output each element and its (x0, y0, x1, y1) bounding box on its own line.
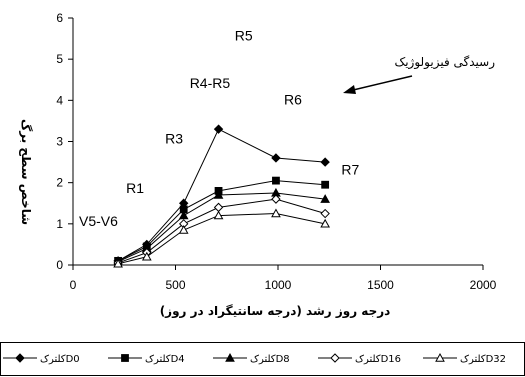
y-tick-label: 1 (56, 217, 63, 231)
data-point (271, 194, 281, 204)
data-point (213, 189, 224, 199)
legend-item: کلترک‌D0 (3, 353, 80, 365)
data-point (330, 353, 340, 363)
maturity-arrow-shaft (348, 75, 413, 92)
axes (68, 17, 484, 270)
y-tick-label: 4 (56, 93, 63, 107)
x-tick-label: 1000 (265, 278, 292, 292)
stage-label: R4-R5 (190, 75, 231, 91)
data-point (141, 251, 152, 261)
y-tick-label: 5 (56, 52, 63, 66)
stage-annotations: V5-V6 R1 R3 R4-R5 R5 R6 R7 (79, 28, 360, 229)
legend-item: کلترک‌D16 (318, 353, 401, 365)
data-point (213, 210, 224, 220)
stage-label: R7 (341, 161, 359, 177)
y-axis-title: شاخص سطح برگ (19, 119, 34, 225)
stage-label: V5-V6 (79, 213, 118, 229)
data-point (225, 352, 235, 362)
data-point (15, 353, 25, 363)
legend-label: کلترک‌D8 (250, 354, 290, 365)
series-line (117, 180, 326, 262)
x-tick-label: 0 (70, 278, 77, 292)
legend-item: کلترک‌D4 (108, 354, 185, 365)
x-tick-label: 500 (165, 278, 185, 292)
x-tick-label: 1500 (367, 278, 394, 292)
series-group (113, 124, 330, 268)
series-line (117, 128, 326, 262)
x-axis-title: درجه روز رشد (درجه سانتیگراد در روز) (160, 304, 391, 319)
legend-label: کلترک‌D4 (145, 354, 185, 365)
legend: کلترک‌D0 کلترک‌D4 کلترک‌D8 کلترک‌D16 کلترک‌D… (3, 352, 506, 365)
legend-label: کلترک‌D0 (40, 354, 80, 365)
physiological-maturity-label: رسیدگی فیزیولوژیک (394, 55, 495, 70)
y-tick-label: 6 (56, 11, 63, 25)
data-point (435, 352, 445, 362)
y-tick-label: 0 (56, 258, 63, 272)
data-point (178, 210, 189, 220)
data-point (272, 176, 280, 185)
data-point (320, 194, 330, 203)
series-line (117, 192, 326, 263)
stage-label: R5 (235, 28, 253, 44)
physiological-maturity-callout: رسیدگی فیزیولوژیک (343, 55, 495, 94)
legend-item: کلترک‌D8 (213, 352, 290, 365)
y-tick-label: 3 (56, 135, 63, 149)
data-point (271, 153, 281, 163)
series-5 (113, 208, 330, 268)
stage-label: R6 (284, 91, 302, 107)
data-point (113, 258, 123, 268)
stage-label: R1 (126, 180, 144, 196)
data-point (321, 180, 330, 189)
legend-item: کلترک‌D32 (423, 352, 506, 365)
data-point (178, 224, 189, 234)
stage-label: R3 (165, 131, 183, 147)
x-tick-labels: 0 500 1000 1500 2000 (70, 278, 497, 292)
data-point (320, 157, 330, 167)
data-point (320, 218, 330, 228)
series-line (117, 198, 326, 264)
y-tick-label: 2 (56, 176, 63, 190)
data-point (271, 208, 281, 218)
data-point (320, 208, 330, 219)
data-point (121, 354, 129, 362)
data-point (213, 124, 224, 134)
legend-label: کلترک‌D16 (355, 354, 401, 365)
series-line (117, 213, 326, 265)
maturity-arrow-head (343, 85, 356, 94)
legend-label: کلترک‌D32 (460, 354, 506, 365)
x-tick-label: 2000 (470, 278, 497, 292)
y-tick-labels: 0 1 2 3 4 5 6 (56, 11, 63, 272)
